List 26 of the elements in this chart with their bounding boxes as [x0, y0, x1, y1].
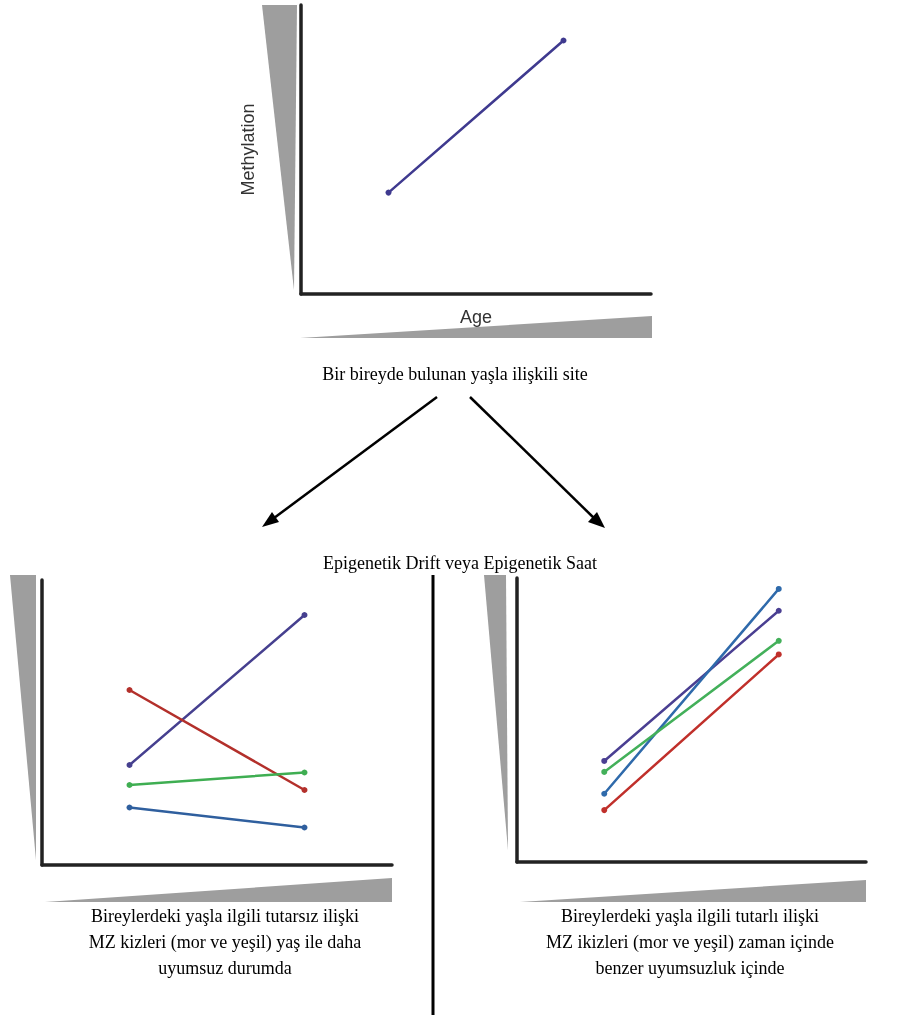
text: benzer uyumsuzluk içinde — [594, 957, 786, 980]
point — [775, 637, 782, 644]
text: uyumsuz durumda — [157, 957, 293, 980]
point — [601, 807, 608, 814]
text: Bir bireyde bulunan yaşla ilişkili site — [321, 364, 589, 385]
text: Bireylerdeki yaşla ilgili tutarsız ilişki — [90, 905, 360, 928]
point — [126, 687, 133, 693]
text: MZ kizleri (mor ve yeşil) yaş ile daha — [87, 931, 363, 954]
point — [301, 824, 308, 831]
point — [601, 768, 608, 775]
point — [301, 787, 308, 793]
point — [126, 782, 133, 788]
point — [601, 757, 608, 764]
x-axis-title: Age — [459, 307, 493, 327]
point — [126, 762, 133, 768]
point — [775, 651, 782, 658]
y-axis-title: Methylation — [238, 103, 258, 196]
point — [301, 612, 308, 618]
point — [775, 607, 782, 614]
text: MZ ikizleri (mor ve yeşil) zaman içinde — [545, 931, 835, 954]
point — [126, 804, 133, 811]
text: Epigenetik Drift veya Epigenetik Saat — [322, 553, 598, 574]
point — [301, 769, 308, 776]
point — [775, 585, 782, 592]
point — [601, 790, 608, 797]
text: Bireylerdeki yaşla ilgili tutarlı ilişki — [560, 905, 820, 928]
